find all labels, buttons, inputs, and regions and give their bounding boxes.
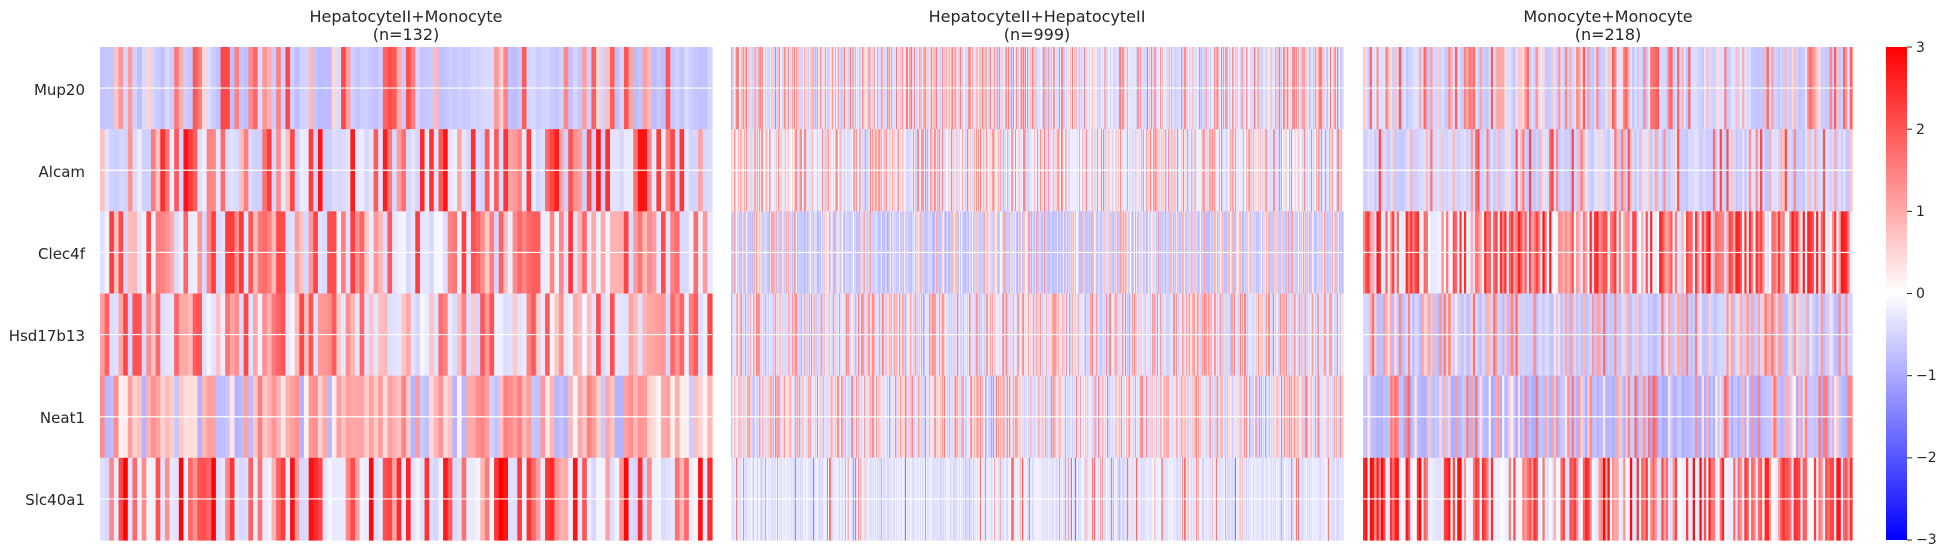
- panel-title-1: HepatocyteII+Monocyte: [309, 7, 502, 26]
- panel-title-2: HepatocyteII+HepatocyteII: [929, 7, 1146, 26]
- heatmap-panel-1: HepatocyteII+Monocyte (n=132): [100, 7, 713, 541]
- heatmap-panel-3: Monocyte+Monocyte (n=218): [1363, 7, 1853, 541]
- panel-3-cells: [1363, 47, 1853, 541]
- heatmap-panel-2: HepatocyteII+HepatocyteII (n=999): [731, 7, 1344, 541]
- panel-2-gridlines: [731, 87, 1343, 500]
- panel-1-cells: [100, 47, 713, 541]
- panel-2-cells: [731, 47, 1344, 541]
- panel-subtitle-2: (n=999): [1004, 25, 1071, 44]
- panel-subtitle-3: (n=218): [1575, 25, 1642, 44]
- panel-title-3: Monocyte+Monocyte: [1523, 7, 1692, 26]
- panel-subtitle-1: (n=132): [373, 25, 440, 44]
- panel-1-gridlines: [100, 87, 712, 500]
